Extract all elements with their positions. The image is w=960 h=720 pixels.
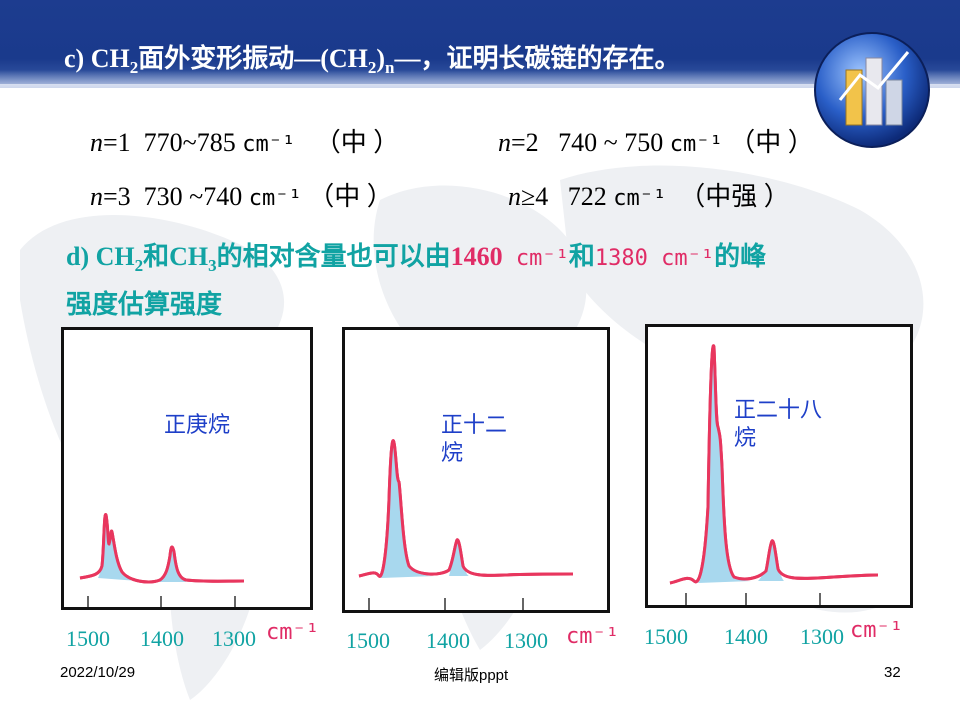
spectrum-panel-dodecane: 正十二烷 [342,327,610,613]
axis1-tick-1400: 1400 [140,626,184,651]
spectrum-label-heptane: 正庚烷 [164,413,231,438]
spectrum-octacosane-plot [669,344,879,605]
point-d-line2: 强度估算强度 [66,290,223,319]
spectrum-label-octacosane: 正二十八烷 [734,398,823,451]
axis1-tick-1300: 1300 [212,626,256,651]
globe-chart-icon [814,32,930,148]
row-n3: n=3 730 ~740 cm⁻¹ （中 ） [90,182,393,211]
footer-date: 2022/10/29 [60,664,136,681]
spectrum-label-dodecane: 正十二烷 [441,413,508,466]
row-n1: n=1 770~785 cm⁻¹ （中 ） [90,128,400,157]
axis3-unit: cm⁻¹ [850,618,903,643]
axis3-tick-1500: 1500 [644,624,688,649]
spectrum-heptane-plot [79,513,245,607]
footer-center-text: 编辑版pppt [434,667,509,684]
axis1-unit: cm⁻¹ [266,620,319,645]
axis2-tick-1500: 1500 [346,628,390,653]
axis3-tick-1300: 1300 [800,624,844,649]
row-n2: n=2 740 ~ 750 cm⁻¹ （中 ） [498,128,814,157]
spectrum-panel-octacosane: 正二十八烷 [645,324,913,608]
slide-title: c) CH2面外变形振动—(CH2)n—，证明长碳链的存在。 [64,44,681,78]
header-shine [0,70,960,88]
axis3-tick-1400: 1400 [724,624,768,649]
footer-page-number: 32 [884,664,901,681]
point-d-line1: d) CH2和CH3的相对含量也可以由1460 cm⁻¹和1380 cm⁻¹的峰 [66,242,767,276]
row-n4: n≥4 722 cm⁻¹ （中强 ） [508,182,790,211]
axis2-unit: cm⁻¹ [566,624,619,649]
axis1-tick-1500: 1500 [66,626,110,651]
spectrum-dodecane-plot [358,439,574,610]
axis2-tick-1400: 1400 [426,628,470,653]
spectrum-panel-heptane: 正庚烷 [61,327,313,610]
axis2-tick-1300: 1300 [504,628,548,653]
